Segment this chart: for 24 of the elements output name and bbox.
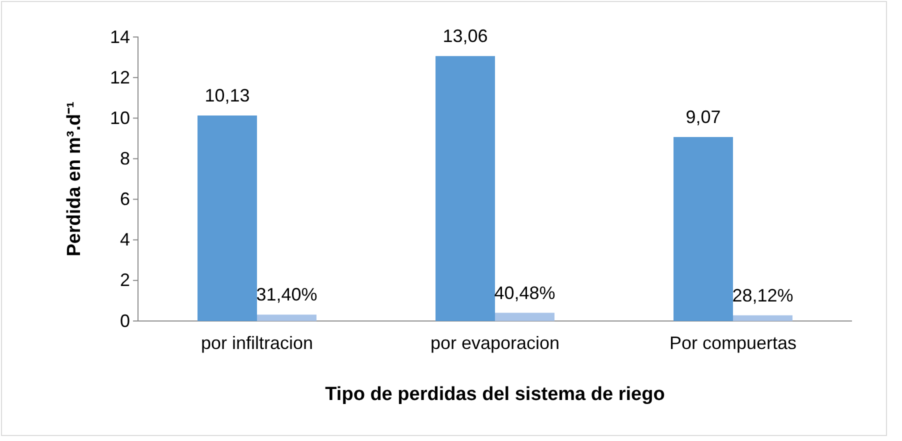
bar — [674, 137, 733, 321]
y-tick-label: 0 — [120, 310, 130, 331]
x-tick-label: por evaporacion — [430, 333, 560, 354]
y-tick-label: 6 — [120, 189, 130, 210]
bar — [495, 312, 554, 321]
y-tick-label: 14 — [110, 26, 130, 47]
y-tick-label: 2 — [120, 270, 130, 290]
x-tick-label: Por compuertas — [669, 333, 797, 354]
bar — [198, 116, 257, 321]
data-label: 10,13 — [204, 86, 250, 106]
data-label: 9,07 — [686, 107, 721, 128]
x-tick-label: por infiltracion — [200, 333, 314, 354]
y-axis-title: Perdida en m³.d⁻¹ — [64, 102, 85, 256]
bar — [436, 56, 495, 321]
y-tick-label: 10 — [110, 108, 130, 128]
data-label: 31,40% — [256, 284, 318, 305]
y-tick-label: 8 — [120, 148, 130, 168]
bar — [257, 314, 316, 321]
data-label: 28,12% — [732, 285, 794, 306]
data-label: 13,06 — [442, 26, 488, 46]
x-axis-title: Tipo de perdidas del sistema de riego — [325, 384, 665, 405]
bar — [733, 315, 792, 321]
y-tick-label: 12 — [110, 67, 130, 88]
y-tick-label: 4 — [120, 230, 130, 250]
